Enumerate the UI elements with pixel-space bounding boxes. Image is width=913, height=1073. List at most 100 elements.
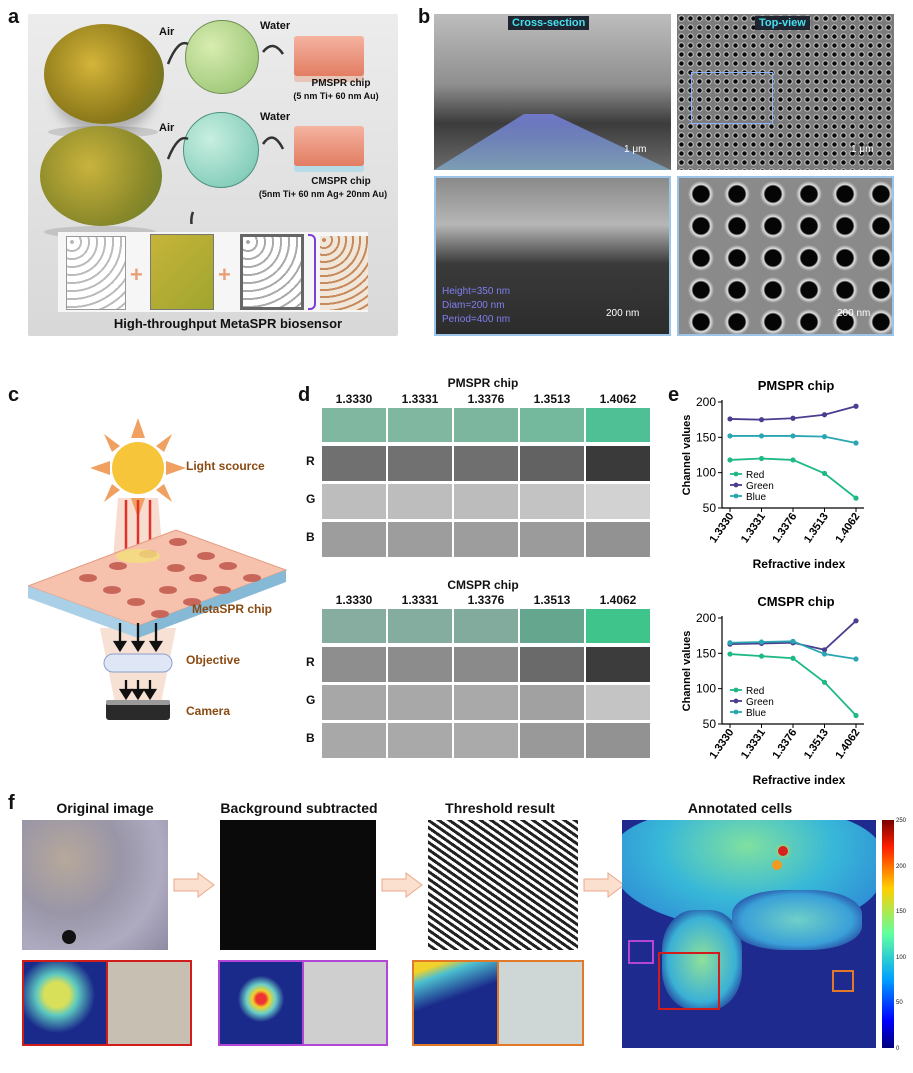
arrow-icon-1	[173, 872, 215, 898]
air-label-1: Air	[159, 26, 175, 38]
channel-image-tile	[388, 522, 452, 557]
cmspr-image-grid: 1.3330 1.3331 1.3376 1.3513 1.4062 R G B	[300, 593, 650, 763]
inset-red	[22, 960, 192, 1046]
top-view-title: Top-view	[755, 16, 810, 30]
channel-image-tile	[586, 685, 650, 720]
data-point-red	[758, 455, 765, 462]
legend-label: Green	[746, 697, 774, 708]
scale-bar-1um-a: 1 μm	[624, 144, 647, 155]
cross-section-title: Cross-section	[508, 16, 590, 30]
legend-label: Blue	[746, 492, 766, 503]
original-image-title: Original image	[56, 800, 154, 816]
scale-bar-200nm-a: 200 nm	[606, 308, 640, 319]
channel-image-tile	[586, 446, 650, 481]
data-point-blue	[821, 651, 828, 657]
data-point-red	[790, 457, 796, 463]
data-point-green	[821, 647, 828, 653]
air-circle-1	[185, 20, 259, 94]
data-point-red	[821, 679, 828, 685]
panel-d-cm-title: CMSPR chip	[447, 578, 519, 592]
period-label: Period=400 nm	[442, 314, 511, 325]
x-axis-label: Refractive index	[753, 773, 846, 787]
height-label: Height=350 nm	[442, 286, 511, 297]
panel-a-label: a	[8, 6, 20, 28]
wafer-1	[44, 24, 164, 124]
legend-label: Red	[746, 470, 764, 481]
hotspot-2	[772, 860, 782, 870]
channel-image-tile	[388, 647, 452, 682]
color-image-tile	[520, 408, 584, 442]
channel-image-tile	[454, 522, 518, 557]
dark-particle	[62, 930, 76, 944]
x-tick-label: 1.3513	[802, 511, 831, 545]
panel-d-label: d	[298, 384, 311, 406]
gold-chip	[150, 234, 214, 310]
optical-setup-diagram	[28, 418, 288, 720]
y-axis-label: Channel values	[681, 631, 693, 712]
color-image-tile	[322, 609, 386, 643]
data-point-green	[727, 416, 733, 422]
data-point-red	[853, 495, 859, 501]
data-point-red	[727, 457, 733, 463]
air-label-2: Air	[159, 122, 175, 134]
x-axis-label: Refractive index	[753, 557, 846, 571]
x-tick-label: 1.3330	[707, 511, 736, 545]
color-image-tile	[454, 408, 518, 442]
data-point-red	[727, 651, 733, 657]
channel-row-label: B	[306, 731, 315, 745]
column-header: 1.4062	[599, 593, 637, 607]
color-image-tile	[388, 609, 452, 643]
diam-label: Diam=200 nm	[442, 300, 505, 311]
channel-image-tile	[586, 647, 650, 682]
light-source-label: Light scource	[186, 459, 265, 473]
colorbar	[882, 820, 894, 1048]
assembled-plate	[320, 236, 368, 310]
channel-row-label: R	[306, 655, 315, 669]
data-point-blue	[727, 433, 733, 439]
data-point-green	[853, 403, 859, 409]
channel-image-tile	[388, 723, 452, 758]
plate-row: + +	[58, 232, 368, 312]
well-frame	[240, 234, 304, 310]
chart-title: CMSPR chip	[757, 594, 834, 609]
column-header: 1.3331	[401, 392, 439, 406]
metaspr-chip-label: MetaSPR chip	[192, 602, 273, 616]
y-tick-label: 200	[696, 611, 716, 625]
objective-label: Objective	[186, 653, 241, 667]
inset-purple	[218, 960, 388, 1046]
channel-image-tile	[322, 723, 386, 758]
colorbar-tick: 150	[896, 909, 907, 916]
column-header: 1.3376	[467, 392, 505, 406]
x-tick-label: 1.3331	[739, 727, 768, 761]
panel-a-arrows	[166, 41, 285, 224]
data-point-red	[853, 712, 859, 719]
column-header: 1.3513	[533, 593, 571, 607]
color-image-tile	[322, 408, 386, 442]
hotspot-1	[778, 846, 788, 856]
panel-c-label: c	[8, 384, 20, 406]
purple-roi-box	[628, 940, 654, 964]
plus-icon-1: +	[130, 262, 143, 287]
panel-a-caption: High-throughput MetaSPR biosensor	[113, 316, 343, 331]
channel-image-tile	[322, 484, 386, 519]
data-point-green	[853, 618, 859, 624]
colorbar-tick: 250	[896, 818, 907, 824]
channel-image-tile	[322, 446, 386, 481]
channel-image-tile	[322, 647, 386, 682]
arrow-icon-3	[583, 872, 625, 898]
pmspr-title: PMSPR chip	[311, 78, 371, 89]
channel-image-tile	[322, 685, 386, 720]
zoom-box	[691, 72, 773, 124]
channel-image-tile	[520, 446, 584, 481]
legend-marker	[733, 471, 739, 477]
data-point-blue	[821, 434, 828, 440]
column-header: 1.3513	[533, 392, 571, 406]
y-tick-label: 50	[703, 501, 717, 515]
column-header: 1.3330	[335, 392, 373, 406]
annotated-cells-title: Annotated cells	[687, 800, 793, 816]
cmspr-chip-graphic	[294, 126, 364, 166]
x-tick-label: 1.3376	[770, 727, 799, 761]
channel-row-label: G	[306, 492, 316, 506]
camera-icon	[106, 702, 170, 720]
